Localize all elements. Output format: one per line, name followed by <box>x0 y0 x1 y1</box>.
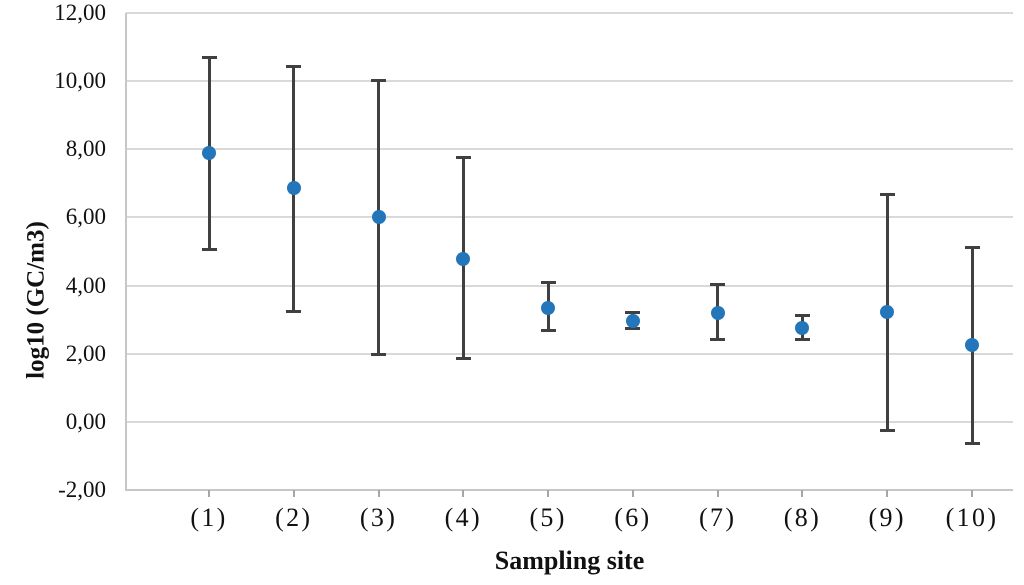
gridline <box>126 420 1013 423</box>
gridline <box>126 216 1013 219</box>
x-tick-label: (8) <box>783 503 822 532</box>
error-bar-cap-top <box>371 78 387 82</box>
x-tick-label: (3) <box>359 503 398 532</box>
data-point-marker <box>965 338 979 353</box>
error-bar-cap-top <box>879 193 895 197</box>
x-axis-title: Sampling site <box>494 546 645 575</box>
x-tick-mark <box>462 490 465 497</box>
error-bar-cap-bottom <box>286 309 302 313</box>
data-point-marker <box>880 305 895 320</box>
x-tick-label: (1) <box>190 503 228 532</box>
gridline <box>126 12 1013 14</box>
x-tick-label: (7) <box>698 503 737 532</box>
x-tick-mark <box>886 490 889 497</box>
x-tick-mark <box>547 490 550 497</box>
error-bar-cap-bottom <box>794 337 810 341</box>
x-tick-mark <box>377 490 380 497</box>
gridline <box>126 80 1013 83</box>
x-tick-mark <box>208 490 210 497</box>
data-point-marker <box>286 181 301 196</box>
x-tick-label: (6) <box>614 503 652 532</box>
y-axis-line <box>125 13 127 490</box>
data-point-marker <box>202 145 216 160</box>
y-tick-label: 0,00 <box>65 408 106 434</box>
error-bar-cap-top <box>201 56 217 60</box>
error-bar-cap-bottom <box>964 442 980 446</box>
error-bar-cap-bottom <box>710 337 726 341</box>
y-tick-label: 6,00 <box>65 204 106 230</box>
y-tick-label: 10,00 <box>54 68 106 94</box>
x-tick-mark <box>716 490 719 497</box>
error-bar-cap-top <box>286 65 302 69</box>
x-tick-mark <box>801 490 804 497</box>
data-point-marker <box>371 210 386 225</box>
error-bar-cap-bottom <box>879 428 895 432</box>
error-bar-cap-bottom <box>455 357 471 361</box>
error-bar-cap-top <box>540 280 556 284</box>
data-point-marker <box>625 313 640 328</box>
data-point-marker <box>541 300 556 315</box>
data-point-marker <box>710 305 725 320</box>
y-tick-label: 4,00 <box>65 272 106 298</box>
y-tick-label: 8,00 <box>65 136 106 162</box>
error-bar-cap-bottom <box>371 353 387 357</box>
gridline <box>126 284 1013 287</box>
x-tick-label: (2) <box>275 503 313 532</box>
error-bar-cap-top <box>964 246 980 250</box>
y-tick-label: 2,00 <box>65 340 106 366</box>
x-tick-mark <box>292 490 295 497</box>
data-point-marker <box>795 320 810 335</box>
y-axis-title: log10 (GC/m3) <box>22 221 50 379</box>
error-bar-cap-top <box>794 314 810 318</box>
error-bar-cap-bottom <box>201 247 217 251</box>
error-bar-cap-top <box>455 156 471 160</box>
x-axis-line <box>125 489 1013 491</box>
gridline <box>126 148 1013 151</box>
x-tick-label: (5) <box>529 503 567 532</box>
error-bar-cap-top <box>625 311 641 315</box>
y-tick-label: 12,00 <box>54 0 106 25</box>
x-tick-label: (9) <box>868 503 906 532</box>
x-tick-mark <box>631 490 634 497</box>
x-tick-label: (4) <box>444 503 482 532</box>
error-bar-cap-bottom <box>625 327 641 331</box>
error-bar-cap-top <box>710 283 726 287</box>
x-tick-label: (10) <box>945 503 999 532</box>
data-point-marker <box>456 251 471 266</box>
x-tick-mark <box>971 490 973 497</box>
gridline <box>126 352 1013 355</box>
y-tick-label: -2,00 <box>58 477 106 502</box>
error-bar-cap-bottom <box>540 329 556 333</box>
